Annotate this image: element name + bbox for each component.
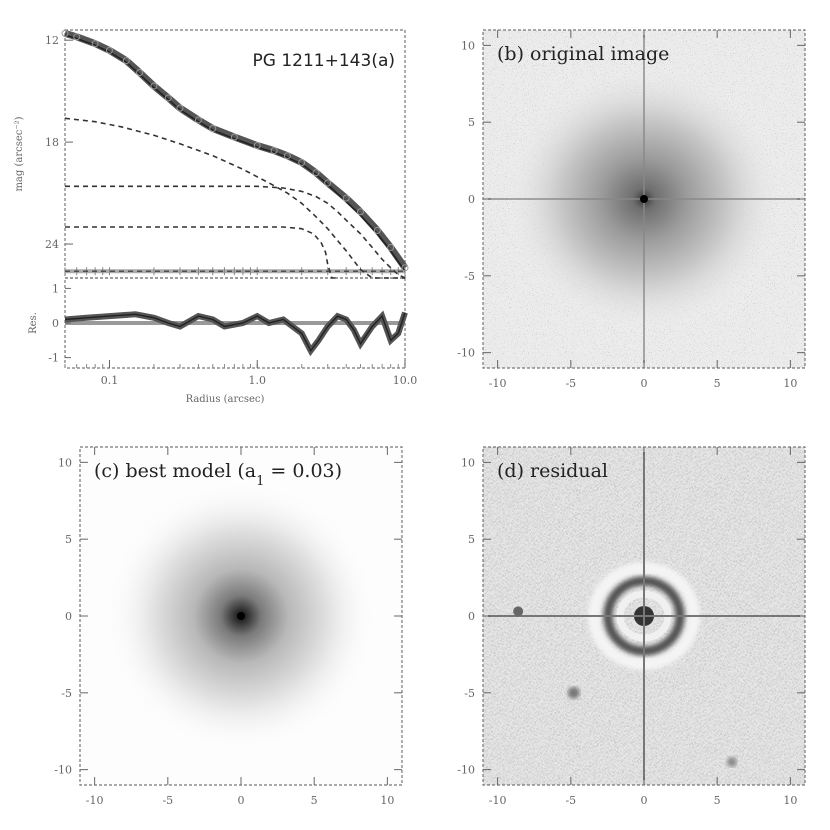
y-tick-label: 5 [468,116,475,129]
y-axis-label: mag (arcsec⁻²) [14,116,25,191]
x-tick-label: 10 [783,377,797,390]
data-point [270,147,278,155]
panel-a-title: PG 1211+143(a) [253,51,395,71]
x-tick-label: 5 [311,794,318,807]
y-tick-label: 10 [461,456,475,469]
x-tick-label: 0 [641,794,648,807]
data-point [194,116,202,124]
x-tick-label: -10 [86,794,104,807]
title-subscript: 1 [256,474,264,489]
series-component-b [65,185,406,279]
panel-d-title: (d) residual [497,460,608,482]
res-tick-label: 1 [52,282,59,295]
series-model-total [64,34,406,272]
y-tick-label: -5 [61,687,72,700]
residual-blob [726,756,737,767]
x-tick-label: 10 [380,794,394,807]
y-tick-label: 0 [468,610,475,623]
image-area [80,447,402,785]
x-tick-label: -10 [489,794,507,807]
res-tick-label: 0 [52,317,59,330]
res-tick-label: -1 [48,352,59,365]
data-point [61,29,69,37]
x-tick-label: 10 [783,794,797,807]
panel-b-title: (b) original image [497,43,669,65]
y-tick-label: 10 [461,39,475,52]
data-point [373,226,381,234]
data-point [164,94,172,102]
data-point [209,125,217,133]
x-axis-label: Radius (arcsec) [186,394,265,405]
residual-blob [567,686,580,699]
x-tick-label: 10.0 [393,374,418,387]
residual-axis-label: Res. [28,312,39,334]
y-tick-label: 10 [58,456,72,469]
panel-a: 0.1 1.0 10.0 12 18 24 1 0 -1 Radius (arcsec) mag (… [14,29,418,405]
data-point [401,264,409,272]
y-tick-label: 0 [65,610,72,623]
data-point [176,104,184,112]
x-tick-label: 1.0 [248,374,266,387]
y-tick-label: -5 [464,687,475,700]
series-residual [64,312,406,353]
data-point [73,33,81,41]
data-point [324,179,332,187]
data-point [150,82,158,90]
x-tick-label: 0.1 [101,374,119,387]
series-component-a [64,117,405,279]
series-component-c [65,226,338,279]
y-tick-label: -10 [457,347,475,360]
image-area [483,30,805,368]
y-tick-label: 12 [45,34,59,47]
y-tick-label: 24 [45,238,59,251]
residual-blob [513,606,524,617]
data-point [283,152,291,160]
data-point [122,57,130,65]
x-tick-label: 0 [641,377,648,390]
y-tick-label: 5 [65,533,72,546]
y-tick-label: -5 [464,270,475,283]
panel-d: -10 -5 0 5 10 10 5 0 -5 -10 (d) residual [457,446,806,807]
data-point [91,40,99,48]
y-tick-label: -10 [54,764,72,777]
model-nucleus [237,612,245,620]
x-tick-label: 5 [714,794,721,807]
y-tick-label: 18 [45,136,59,149]
y-tick-label: 5 [468,533,475,546]
x-tick-label: 5 [714,377,721,390]
x-tick-label: 0 [238,794,245,807]
data-point [230,133,238,141]
x-tick-label: -5 [162,794,173,807]
data-point [136,68,144,76]
series-data [64,30,408,270]
nucleus [640,195,648,203]
x-tick-label: -10 [489,377,507,390]
data-point [387,243,395,251]
data-point [298,158,306,166]
data-point [312,169,320,177]
data-point [105,46,113,54]
image-area [483,447,805,785]
data-point [253,142,261,150]
y-tick-label: 0 [468,193,475,206]
x-tick-label: -5 [565,377,576,390]
title-tail: = 0.03) [264,460,342,482]
x-tick-label: -5 [565,794,576,807]
panel-b: -10 -5 0 5 10 10 5 0 -5 -10 (b) original image [457,29,806,390]
data-point [357,208,365,216]
data-point [342,194,350,202]
y-tick-label: -10 [457,764,475,777]
